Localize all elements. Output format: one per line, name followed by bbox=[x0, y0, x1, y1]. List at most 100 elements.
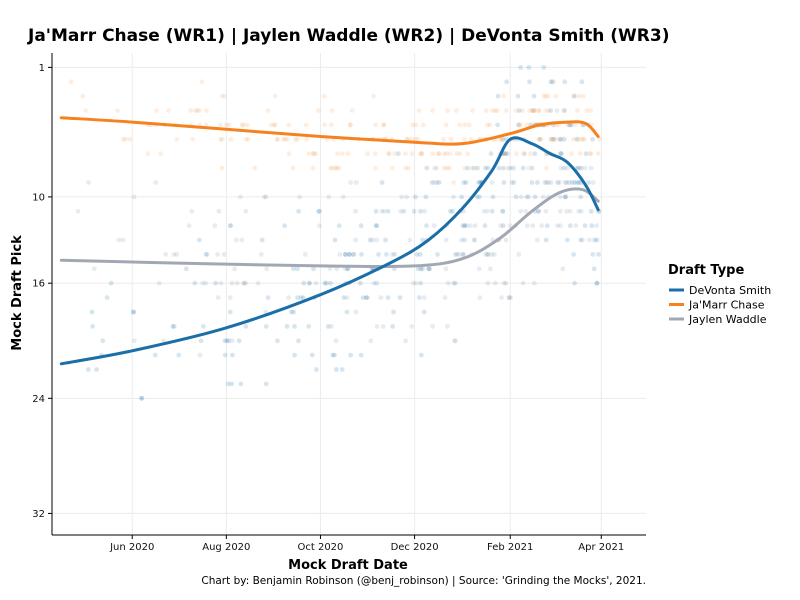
scatter-point bbox=[424, 165, 430, 171]
scatter-point bbox=[567, 208, 573, 214]
scatter-point bbox=[139, 395, 144, 401]
scatter-point bbox=[243, 280, 249, 286]
scatter-point bbox=[595, 151, 601, 157]
scatter-point bbox=[492, 108, 498, 113]
scatter-point bbox=[555, 180, 560, 185]
scatter-point bbox=[297, 194, 302, 200]
x-tick-label: Jun 2020 bbox=[109, 542, 154, 553]
scatter-point bbox=[139, 395, 145, 401]
scatter-point bbox=[426, 266, 432, 272]
scatter-point bbox=[503, 108, 509, 113]
scatter-point bbox=[131, 338, 137, 344]
scatter-point bbox=[336, 165, 342, 171]
scatter-point bbox=[286, 122, 292, 128]
scatter-point bbox=[373, 165, 378, 171]
scatter-point bbox=[418, 352, 424, 358]
scatter-point bbox=[580, 237, 585, 243]
scatter-point bbox=[229, 381, 235, 387]
scatter-point bbox=[447, 151, 453, 157]
scatter-point bbox=[416, 295, 422, 300]
scatter-point bbox=[374, 280, 379, 286]
scatter-point bbox=[322, 122, 328, 128]
scatter-point bbox=[163, 252, 169, 257]
scatter-point bbox=[325, 324, 331, 329]
scatter-point bbox=[358, 223, 364, 229]
scatter-point bbox=[348, 122, 353, 128]
y-tick-label: 24 bbox=[32, 394, 45, 405]
scatter-point bbox=[192, 280, 198, 286]
scatter-point bbox=[485, 122, 490, 128]
scatter-point bbox=[526, 65, 532, 70]
scatter-point bbox=[525, 194, 531, 200]
scatter-point bbox=[345, 151, 351, 157]
scatter-point bbox=[85, 367, 91, 372]
scatter-point bbox=[441, 151, 447, 157]
scatter-point bbox=[587, 237, 592, 243]
scatter-point bbox=[432, 165, 438, 171]
scatter-point bbox=[486, 252, 491, 257]
scatter-point bbox=[556, 136, 562, 142]
scatter-point bbox=[403, 338, 408, 344]
scatter-point bbox=[462, 136, 467, 142]
scatter-point bbox=[554, 223, 560, 229]
scatter-point bbox=[485, 208, 490, 214]
scatter-point bbox=[544, 223, 550, 229]
scatter-point bbox=[302, 252, 308, 257]
scatter-point bbox=[522, 151, 528, 157]
scatter-point bbox=[521, 151, 526, 157]
scatter-point bbox=[272, 122, 277, 128]
scatter-point bbox=[421, 309, 427, 315]
scatter-point bbox=[562, 79, 568, 85]
scatter-point bbox=[499, 295, 504, 300]
scatter-point bbox=[451, 180, 456, 185]
scatter-point bbox=[401, 208, 407, 214]
scatter-point bbox=[152, 352, 158, 358]
scatter-point bbox=[447, 165, 452, 171]
scatter-point bbox=[200, 324, 206, 329]
scatter-point bbox=[153, 180, 159, 185]
scatter-point bbox=[572, 180, 577, 185]
scatter-point bbox=[417, 252, 423, 257]
series-line-ja-marr-chase bbox=[59, 116, 600, 146]
legend: Draft Type DeVonta Smith Ja'Marr ChaseJay… bbox=[668, 263, 771, 326]
scatter-point bbox=[357, 280, 363, 286]
scatter-point bbox=[569, 151, 574, 157]
scatter-point bbox=[448, 136, 454, 142]
scatter-point bbox=[597, 136, 602, 142]
scatter-point bbox=[328, 165, 333, 171]
scatter-point bbox=[567, 122, 572, 128]
scatter-point bbox=[517, 122, 522, 128]
scatter-point bbox=[495, 93, 501, 99]
scatter-point bbox=[483, 108, 489, 113]
scatter-point bbox=[565, 165, 570, 171]
scatter-point bbox=[543, 108, 548, 113]
scatter-point bbox=[487, 122, 493, 128]
scatter-point bbox=[462, 165, 468, 171]
scatter-point bbox=[226, 338, 232, 344]
scatter-point bbox=[471, 237, 477, 243]
scatter-point bbox=[258, 252, 264, 257]
scatter-points-layer bbox=[68, 65, 602, 401]
scatter-point bbox=[422, 208, 427, 214]
scatter-point bbox=[411, 208, 417, 214]
scatter-point bbox=[298, 295, 304, 300]
scatter-point bbox=[507, 223, 513, 229]
scatter-point bbox=[296, 208, 301, 214]
scatter-point bbox=[381, 122, 387, 128]
scatter-point bbox=[454, 151, 460, 157]
scatter-point bbox=[565, 237, 570, 243]
scatter-point bbox=[482, 223, 488, 229]
scatter-point bbox=[560, 266, 566, 272]
scatter-point bbox=[286, 151, 292, 157]
scatter-point bbox=[475, 165, 480, 171]
scatter-point bbox=[145, 151, 151, 157]
scatter-point bbox=[536, 108, 542, 113]
scatter-point bbox=[596, 252, 601, 257]
scatter-point bbox=[317, 223, 322, 229]
scatter-point bbox=[530, 223, 536, 229]
scatter-point bbox=[500, 223, 506, 229]
scatter-point bbox=[419, 151, 425, 157]
scatter-point bbox=[579, 79, 585, 85]
scatter-point bbox=[542, 180, 548, 185]
